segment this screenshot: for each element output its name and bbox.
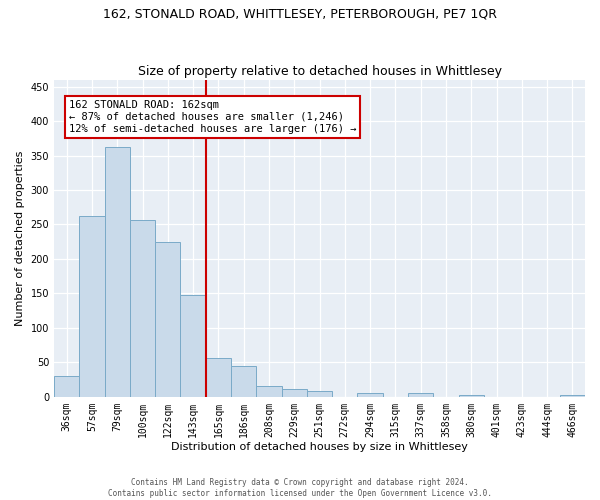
Bar — [307, 390, 332, 397]
Bar — [458, 395, 484, 397]
X-axis label: Distribution of detached houses by size in Whittlesey: Distribution of detached houses by size … — [171, 442, 468, 452]
Bar — [560, 395, 585, 397]
Bar — [104, 147, 130, 397]
Bar — [231, 366, 256, 397]
Bar — [79, 216, 104, 397]
Bar — [130, 220, 155, 397]
Bar — [181, 295, 206, 397]
Text: 162 STONALD ROAD: 162sqm
← 87% of detached houses are smaller (1,246)
12% of sem: 162 STONALD ROAD: 162sqm ← 87% of detach… — [69, 100, 356, 134]
Bar — [54, 376, 79, 397]
Bar — [358, 392, 383, 397]
Y-axis label: Number of detached properties: Number of detached properties — [15, 150, 25, 326]
Title: Size of property relative to detached houses in Whittlesey: Size of property relative to detached ho… — [137, 66, 502, 78]
Bar — [155, 242, 181, 397]
Text: 162, STONALD ROAD, WHITTLESEY, PETERBOROUGH, PE7 1QR: 162, STONALD ROAD, WHITTLESEY, PETERBORO… — [103, 8, 497, 20]
Bar — [408, 394, 433, 397]
Text: Contains HM Land Registry data © Crown copyright and database right 2024.
Contai: Contains HM Land Registry data © Crown c… — [108, 478, 492, 498]
Bar — [206, 358, 231, 397]
Bar — [281, 388, 307, 397]
Bar — [256, 386, 281, 397]
